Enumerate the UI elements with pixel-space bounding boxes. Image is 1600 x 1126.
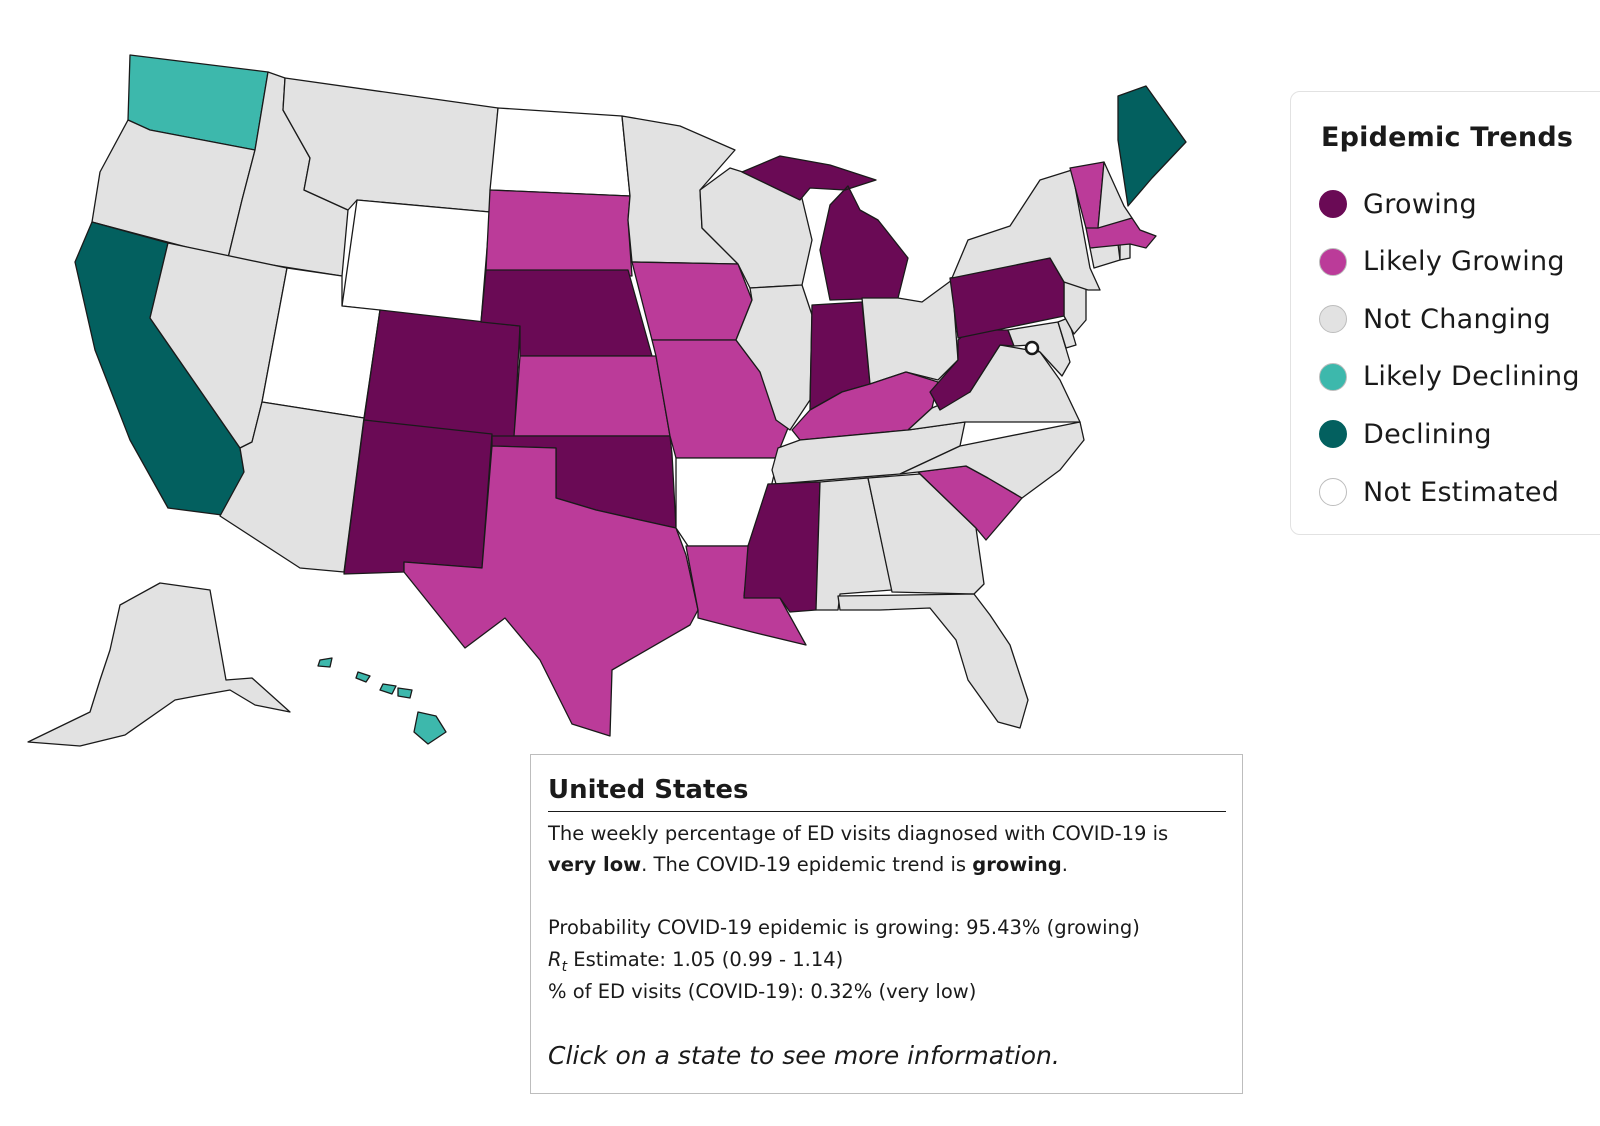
call-to-action: Click on a state to see more information… (548, 1041, 1060, 1070)
ed-visits-line: % of ED visits (COVID-19): 0.32% (very l… (548, 980, 977, 1003)
state-hi[interactable] (317, 657, 447, 745)
trend-text: growing (972, 853, 1062, 876)
summary-line-1: The weekly percentage of ED visits diagn… (548, 822, 1168, 845)
state-tx[interactable] (403, 445, 699, 737)
legend-item-growing: Growing (1319, 184, 1477, 224)
summary-prefix: The weekly percentage of ED visits diagn… (548, 822, 1169, 845)
summary-suffix: . (1061, 853, 1068, 876)
rt-estimate-line: Rt Estimate: 1.05 (0.99 - 1.14) (548, 948, 843, 975)
state-mt[interactable] (282, 77, 499, 213)
state-ri[interactable] (1119, 243, 1131, 261)
legend-label: Likely Declining (1363, 361, 1580, 393)
rt-symbol: R (548, 948, 562, 971)
legend-label: Not Changing (1363, 303, 1551, 335)
state-mi[interactable] (741, 155, 909, 301)
legend-panel: Epidemic Trends Growing Likely Growing Not… (1290, 91, 1600, 535)
us-map (27, 54, 1187, 747)
legend-swatch (1319, 190, 1347, 218)
state-ks[interactable] (513, 355, 671, 437)
info-panel: United States The weekly percentage of E… (530, 754, 1243, 1094)
state-nh[interactable] (1097, 161, 1133, 229)
state-me[interactable] (1117, 85, 1187, 207)
state-nc[interactable] (899, 421, 1085, 499)
legend-swatch (1319, 420, 1347, 449)
state-sd[interactable] (485, 189, 633, 277)
state-il[interactable] (735, 284, 813, 431)
legend-swatch (1319, 305, 1347, 334)
legend-item-likely-growing: Likely Growing (1319, 242, 1565, 282)
legend-label: Likely Growing (1363, 246, 1565, 278)
legend-swatch (1319, 478, 1347, 506)
legend-label: Growing (1363, 188, 1477, 220)
state-nd[interactable] (489, 107, 631, 197)
legend-title: Epidemic Trends (1321, 122, 1574, 153)
state-ak[interactable] (27, 582, 291, 747)
state-co[interactable] (363, 309, 521, 441)
summary-middle: . The COVID-19 epidemic trend is (641, 853, 967, 876)
legend-item-declining: Declining (1319, 414, 1492, 454)
state-de[interactable] (1057, 317, 1077, 349)
info-title: United States (548, 775, 749, 805)
legend-label: Declining (1363, 418, 1492, 450)
state-ny[interactable] (951, 169, 1101, 291)
rt-estimate-text: Estimate: 1.05 (0.99 - 1.14) (573, 948, 844, 971)
legend-swatch (1319, 362, 1347, 391)
state-fl[interactable] (837, 593, 1029, 729)
rt-subscript: t (561, 958, 568, 975)
summary-line-2: very low. The COVID-19 epidemic trend is… (548, 853, 1068, 876)
level-text: very low (548, 853, 642, 876)
state-wy[interactable] (341, 199, 491, 323)
info-divider (548, 811, 1226, 812)
state-dc[interactable] (1024, 340, 1040, 356)
legend-item-not-estimated: Not Estimated (1319, 472, 1559, 512)
legend-item-likely-declining: Likely Declining (1319, 357, 1580, 397)
state-nm[interactable] (343, 419, 493, 575)
state-ia[interactable] (631, 261, 753, 341)
probability-line: Probability COVID-19 epidemic is growing… (548, 916, 1140, 939)
legend-swatch (1319, 247, 1347, 276)
legend-label: Not Estimated (1363, 476, 1560, 508)
legend-item-not-changing: Not Changing (1319, 299, 1551, 339)
